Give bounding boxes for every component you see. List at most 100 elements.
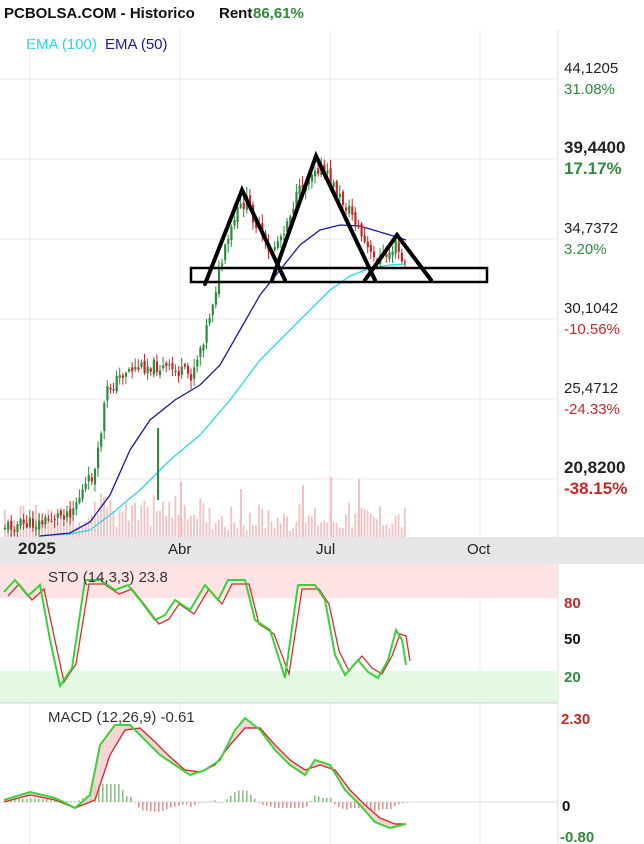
candle-body xyxy=(180,366,183,375)
volume-bar xyxy=(177,514,180,537)
volume-bar xyxy=(90,515,93,537)
ema50-legend: EMA (50) xyxy=(105,36,168,53)
volume-bar xyxy=(134,502,136,537)
candle-body xyxy=(100,433,103,447)
macd-hist-bar xyxy=(266,802,268,806)
candle-body xyxy=(128,369,131,372)
volume-bar xyxy=(84,521,87,537)
macd-hist-bar xyxy=(298,802,300,808)
macd-hist-bar xyxy=(158,802,160,812)
candle-body xyxy=(159,370,162,376)
candle-body xyxy=(248,195,252,206)
volume-bar xyxy=(403,507,406,537)
macd-hist-bar xyxy=(202,801,204,803)
macd-hist-bar xyxy=(350,802,352,808)
volume-bar xyxy=(338,527,341,537)
macd-hist-bar xyxy=(238,790,240,802)
volume-bar xyxy=(87,517,90,537)
volume-bar xyxy=(62,523,65,537)
volume-bar xyxy=(351,527,353,537)
volume-bar xyxy=(376,519,378,537)
volume-bar xyxy=(214,522,217,537)
candle-body xyxy=(357,225,360,228)
volume-bar xyxy=(240,489,242,537)
macd-hist-bar xyxy=(390,802,392,810)
volume-bar xyxy=(35,504,37,537)
macd-hist-bar xyxy=(186,802,188,805)
volume-bar xyxy=(171,517,174,537)
candle-body xyxy=(335,181,338,197)
pct-tick-label: 31.08% xyxy=(564,81,615,98)
volume-bar xyxy=(279,523,282,537)
macd-hist-bar xyxy=(226,799,228,802)
volume-bar xyxy=(310,516,313,537)
volume-bar xyxy=(302,485,304,537)
macd-hist-bar xyxy=(338,802,340,808)
macd-hist-bar xyxy=(262,802,264,805)
candle-body xyxy=(329,168,332,185)
volume-bar xyxy=(106,507,109,537)
candle-body xyxy=(363,235,366,242)
candle-body xyxy=(351,206,354,215)
time-axis-bar xyxy=(0,537,644,564)
macd-hist-bar xyxy=(366,802,368,810)
macd-hist-bar xyxy=(78,800,80,802)
macd-hist-bar xyxy=(198,802,200,803)
sto-oversold-band xyxy=(0,671,558,703)
volume-bar xyxy=(317,525,319,537)
macd-hist-bar xyxy=(278,802,280,808)
macd-hist-bar xyxy=(342,802,344,809)
volume-bar xyxy=(289,530,291,537)
candle-body xyxy=(53,519,56,521)
candle-body xyxy=(168,364,171,366)
volume-bar xyxy=(369,513,372,537)
candle-body xyxy=(279,236,283,241)
macd-hist-bar xyxy=(102,784,104,802)
macd-hist-bar xyxy=(354,802,356,808)
volume-bar xyxy=(298,504,301,537)
sto-level-50: 50 xyxy=(564,631,581,648)
candle-body xyxy=(242,202,245,210)
candle-body xyxy=(25,522,28,528)
candle-body xyxy=(394,240,397,254)
price-tick-label: 34,7372 xyxy=(564,220,618,237)
volume-bar xyxy=(363,508,366,537)
time-axis: 2025 Abr Jul Oct xyxy=(18,539,491,558)
candle-body xyxy=(211,304,214,316)
volume-bar xyxy=(348,503,350,537)
volume-bar xyxy=(394,515,397,537)
macd-hist-bar xyxy=(334,802,336,805)
volume-bar xyxy=(131,505,133,537)
price-tick-label: 20,8200 xyxy=(564,458,625,477)
macd-hist-bar xyxy=(318,796,320,802)
volume-bar xyxy=(199,498,202,537)
macd-hist-bar xyxy=(222,802,224,803)
candle-body xyxy=(50,521,53,523)
sto-label: STO (14,3,3) 23.8 xyxy=(48,569,168,586)
neckline-box xyxy=(189,266,489,284)
candle-body xyxy=(7,521,10,530)
volume-bar xyxy=(323,520,326,537)
macd-hist-bar xyxy=(270,802,272,807)
candle-body xyxy=(106,385,109,401)
macd-hist-bar xyxy=(310,801,312,802)
macd-hist-bar xyxy=(18,798,20,802)
volume-bar xyxy=(140,504,143,537)
volume-bar xyxy=(59,507,62,537)
volume-bar xyxy=(112,510,115,537)
candle-body xyxy=(214,292,217,305)
macd-hist-bar xyxy=(242,790,244,802)
macd-hist-bar xyxy=(406,802,408,803)
left-shoulder-line xyxy=(203,184,287,286)
ema100-legend: EMA (100) xyxy=(26,36,97,53)
volume-bar xyxy=(217,519,220,537)
volume-bar xyxy=(379,506,381,537)
price-tick-label: 44,1205 xyxy=(564,60,618,77)
macd-hist-bar xyxy=(194,802,196,805)
macd-label: MACD (12,26,9) -0.61 xyxy=(48,709,195,726)
candle-body xyxy=(366,241,369,248)
macd-hist-bar xyxy=(290,802,292,808)
candle-body xyxy=(385,254,388,257)
macd-hist-bar xyxy=(54,799,56,802)
macd-hist-bar xyxy=(122,790,124,802)
